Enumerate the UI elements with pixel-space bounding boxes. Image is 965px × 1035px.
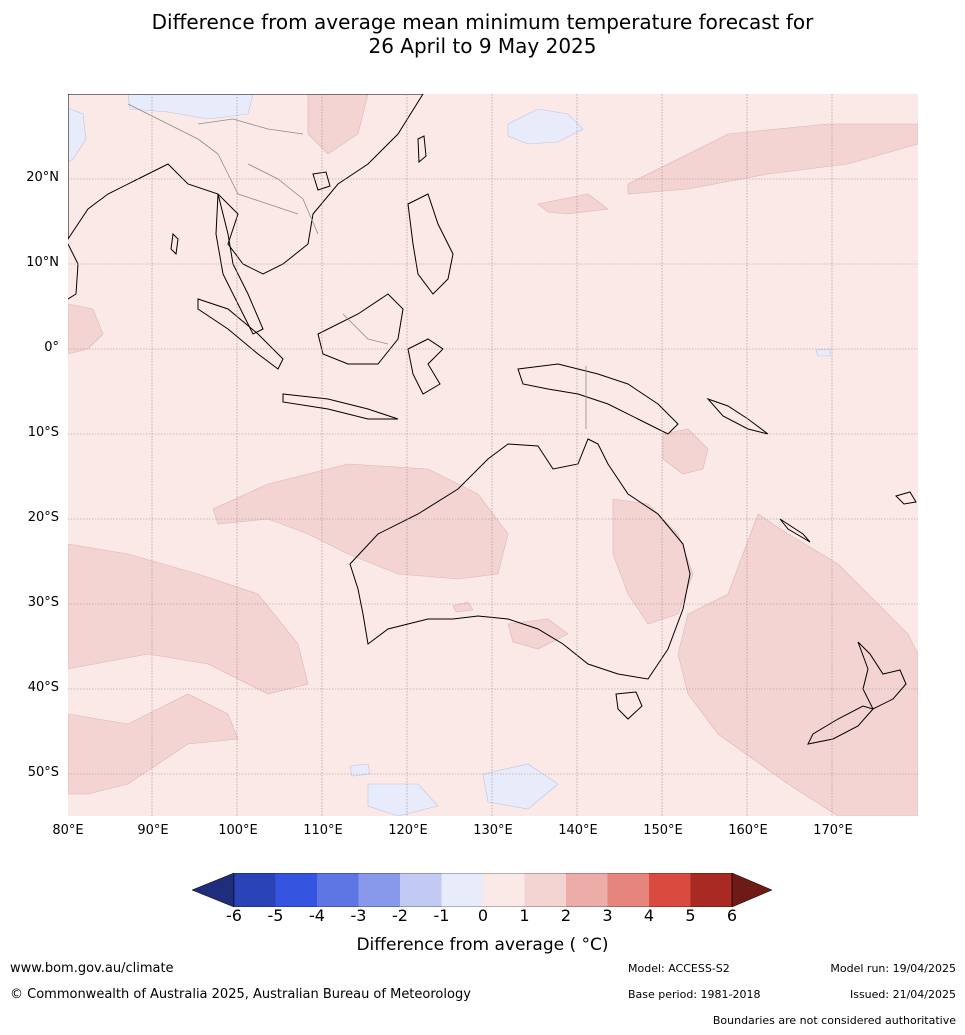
graticule (68, 94, 918, 816)
new-caledonia-coast (779, 518, 811, 543)
colorbar-tick: 1 (519, 906, 530, 925)
colorbar-arrow-low (192, 873, 235, 907)
lat-label: 20°S (27, 510, 59, 525)
lat-label: 20°N (26, 170, 59, 185)
philippines-coast (407, 193, 454, 295)
model-info: Model: ACCESS-S2 (628, 962, 730, 975)
colorbar-segment (524, 873, 566, 907)
colorbar-tick: -3 (350, 906, 367, 925)
hainan-coast (312, 171, 331, 191)
mainland-asia-coast (68, 94, 424, 275)
lat-label: 0° (44, 340, 59, 355)
colorbar-segment (649, 873, 691, 907)
colorbar-segment (483, 873, 525, 907)
issued-info: Issued: 21/04/2025 (849, 988, 956, 1001)
base-period-info: Base period: 1981-2018 (628, 988, 761, 1001)
lon-label: 110°E (303, 823, 343, 838)
colorbar-segment (441, 873, 483, 907)
sulawesi-coast (407, 338, 444, 395)
lat-label: 50°S (27, 765, 59, 780)
australia-coast (349, 438, 691, 680)
lon-label: 170°E (813, 823, 853, 838)
title-line-1: Difference from average mean minimum tem… (151, 10, 814, 34)
lon-label: 90°E (137, 823, 169, 838)
lon-label: 160°E (728, 823, 768, 838)
new-zealand-north (857, 641, 907, 710)
lon-label: 120°E (388, 823, 428, 838)
india-coast (68, 243, 79, 300)
colorbar-tick: -4 (309, 906, 325, 925)
colorbar-segment (400, 873, 442, 907)
colorbar-frame (233, 873, 733, 907)
anomaly-regions-minus1-to-0 (68, 94, 831, 816)
lat-label: 30°S (27, 595, 59, 610)
forecast-map (68, 94, 918, 816)
lon-label: 100°E (218, 823, 258, 838)
anomaly-regions-1-to-2 (68, 94, 918, 816)
malay-peninsula-coast (215, 193, 264, 335)
colorbar-segment (358, 873, 400, 907)
colorbar-segment (690, 873, 732, 907)
colorbar-arrow-high (731, 873, 773, 907)
colorbar-tick: 0 (477, 906, 489, 925)
coastlines (68, 94, 917, 745)
colorbar-tick: 3 (602, 906, 613, 925)
colorbar-segment (275, 873, 317, 907)
lat-label: 10°N (26, 255, 59, 270)
lon-label: 140°E (558, 823, 598, 838)
colorbar-label: Difference from average ( °C) (356, 935, 609, 955)
colorbar-segment (607, 873, 649, 907)
colorbar-tick: -5 (267, 906, 284, 925)
tasmania-coast (615, 691, 643, 720)
colorbar (192, 873, 773, 907)
colorbar-tick: -1 (433, 906, 450, 925)
copyright-text: © Commonwealth of Australia 2025, Austra… (10, 987, 471, 1002)
sri-lanka-coast (170, 232, 179, 256)
colorbar-tick: 5 (685, 906, 696, 925)
new-zealand-south (807, 705, 874, 745)
colorbar-tick: -2 (392, 906, 408, 925)
map-title: Difference from average mean minimum tem… (0, 10, 965, 58)
boundaries-disclaimer: Boundaries are not considered authoritat… (712, 1014, 956, 1027)
taiwan-coast (417, 135, 427, 164)
colorbar-tick: 6 (726, 906, 738, 925)
model-run-info: Model run: 19/04/2025 (830, 962, 956, 975)
colorbar-tick: 2 (560, 906, 572, 925)
colorbar-segment (566, 873, 608, 907)
sumatra-coast (197, 298, 284, 370)
lon-label: 80°E (52, 823, 84, 838)
colorbar-segment (317, 873, 359, 907)
fiji-coast (895, 491, 917, 505)
colorbar-tick: 4 (643, 906, 655, 925)
website-link[interactable]: www.bom.gov.au/climate (10, 961, 174, 976)
java-coast (282, 393, 399, 420)
lon-label: 130°E (473, 823, 513, 838)
country-borders (127, 103, 587, 429)
colorbar-tick: -6 (226, 906, 242, 925)
lat-label: 10°S (27, 425, 59, 440)
colorbar-segment (234, 873, 276, 907)
title-line-2: 26 April to 9 May 2025 (368, 34, 597, 58)
lat-label: 40°S (27, 680, 59, 695)
borneo-coast (317, 293, 404, 365)
lon-label: 150°E (643, 823, 683, 838)
